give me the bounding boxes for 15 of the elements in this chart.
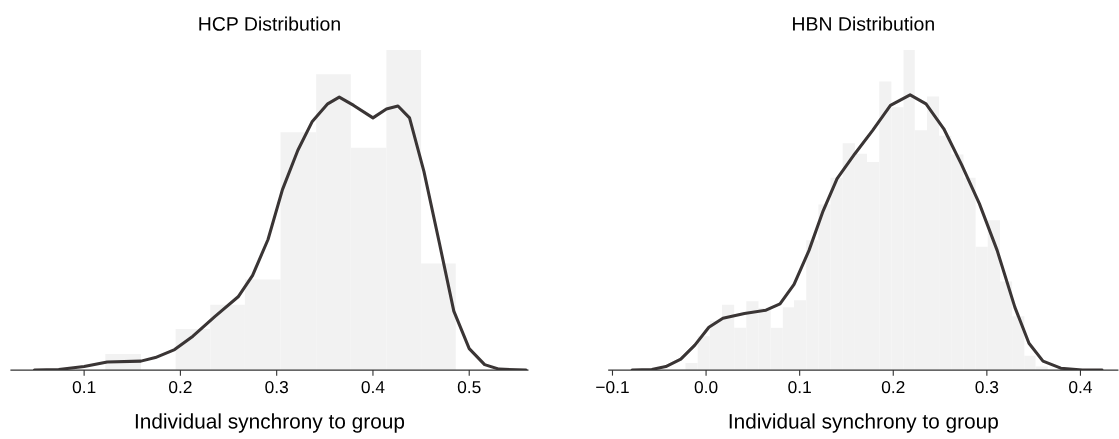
x-axis-title: Individual synchrony to group (729, 413, 998, 433)
x-tick-label: 0.4 (361, 380, 385, 394)
x-tick-label: 0.2 (169, 380, 192, 394)
x-tick-label: 0.5 (457, 380, 481, 394)
x-tick-label: −0.1 (596, 380, 629, 394)
x-tick-label: 0.0 (694, 380, 718, 394)
chart-title: HCP Distribution (199, 16, 340, 31)
x-tick-label: 0.4 (1069, 380, 1092, 394)
chart-title: HBN Distribution (793, 16, 934, 31)
x-tick-label: 0.3 (975, 380, 999, 394)
x-tick-label: 0.1 (788, 380, 811, 394)
x-tick-label: 0.1 (72, 380, 96, 394)
x-tick-label: 0.3 (265, 380, 288, 394)
x-axis-title: Individual synchrony to group (135, 413, 405, 433)
x-tick-label: 0.2 (881, 380, 905, 394)
